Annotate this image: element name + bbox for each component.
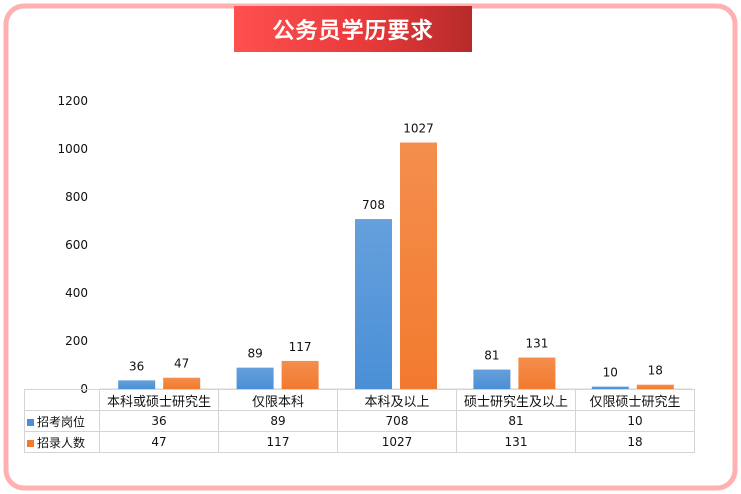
data-table-row-series-1: 招考岗位 36 89 708 81 10: [24, 410, 695, 432]
table-cell: 81: [456, 410, 576, 432]
data-label: 117: [289, 340, 312, 354]
table-cell: 117: [218, 431, 338, 453]
data-label: 131: [525, 337, 548, 351]
y-tick-label: 1200: [57, 94, 88, 108]
table-cell: 131: [456, 431, 576, 453]
legend-key-series-1: [27, 418, 34, 426]
data-table-header-row: 本科或硕士研究生 仅限本科 本科及以上 硕士研究生及以上 仅限硕士研究生: [24, 389, 695, 411]
data-label: 10: [603, 366, 618, 380]
data-label: 1027: [403, 122, 434, 136]
bar: [518, 357, 556, 389]
data-label: 708: [362, 198, 385, 212]
legend-label-series-2: 招录人数: [37, 435, 86, 450]
legend-label-series-1: 招考岗位: [37, 414, 86, 429]
x-tick-label: 仅限硕士研究生: [575, 389, 695, 411]
data-label: 18: [648, 364, 663, 378]
data-label: 47: [174, 357, 189, 371]
table-cell: 10: [575, 410, 695, 432]
table-cell: 89: [218, 410, 338, 432]
chart-title-banner: 公务员学历要求: [234, 6, 472, 52]
bar: [236, 367, 274, 389]
legend-entry-series-1: 招考岗位: [24, 410, 100, 432]
x-tick-label: 本科及以上: [337, 389, 457, 411]
table-cell: 36: [99, 410, 219, 432]
bar: [636, 384, 674, 389]
y-tick-label: 800: [65, 190, 88, 204]
data-table: 本科或硕士研究生 仅限本科 本科及以上 硕士研究生及以上 仅限硕士研究生 招考岗位 36…: [24, 389, 695, 453]
bar: [355, 219, 392, 389]
data-label: 89: [247, 347, 262, 361]
data-label: 36: [129, 359, 144, 373]
x-tick-label: 本科或硕士研究生: [99, 389, 219, 411]
table-cell: 708: [337, 410, 457, 432]
chart-title: 公务员学历要求: [272, 19, 434, 44]
data-label: 81: [484, 349, 499, 363]
bar: [163, 377, 201, 389]
y-tick-label: 200: [65, 334, 88, 348]
x-tick-label: 硕士研究生及以上: [456, 389, 576, 411]
x-tick-label: 仅限本科: [218, 389, 338, 411]
table-cell: 18: [575, 431, 695, 453]
y-tick-label: 400: [65, 286, 88, 300]
bar: [591, 386, 629, 389]
data-table-corner: [24, 389, 100, 411]
legend-entry-series-2: 招录人数: [24, 431, 100, 453]
y-tick-label: 1000: [57, 142, 88, 156]
data-table-row-series-2: 招录人数 47 117 1027 131 18: [24, 431, 695, 453]
y-tick-label: 600: [65, 238, 88, 252]
bar: [281, 360, 319, 389]
bar: [473, 369, 511, 389]
table-cell: 1027: [337, 431, 457, 453]
bar: [400, 142, 437, 389]
table-cell: 47: [99, 431, 219, 453]
bar: [118, 380, 156, 389]
legend-key-series-2: [27, 439, 34, 447]
